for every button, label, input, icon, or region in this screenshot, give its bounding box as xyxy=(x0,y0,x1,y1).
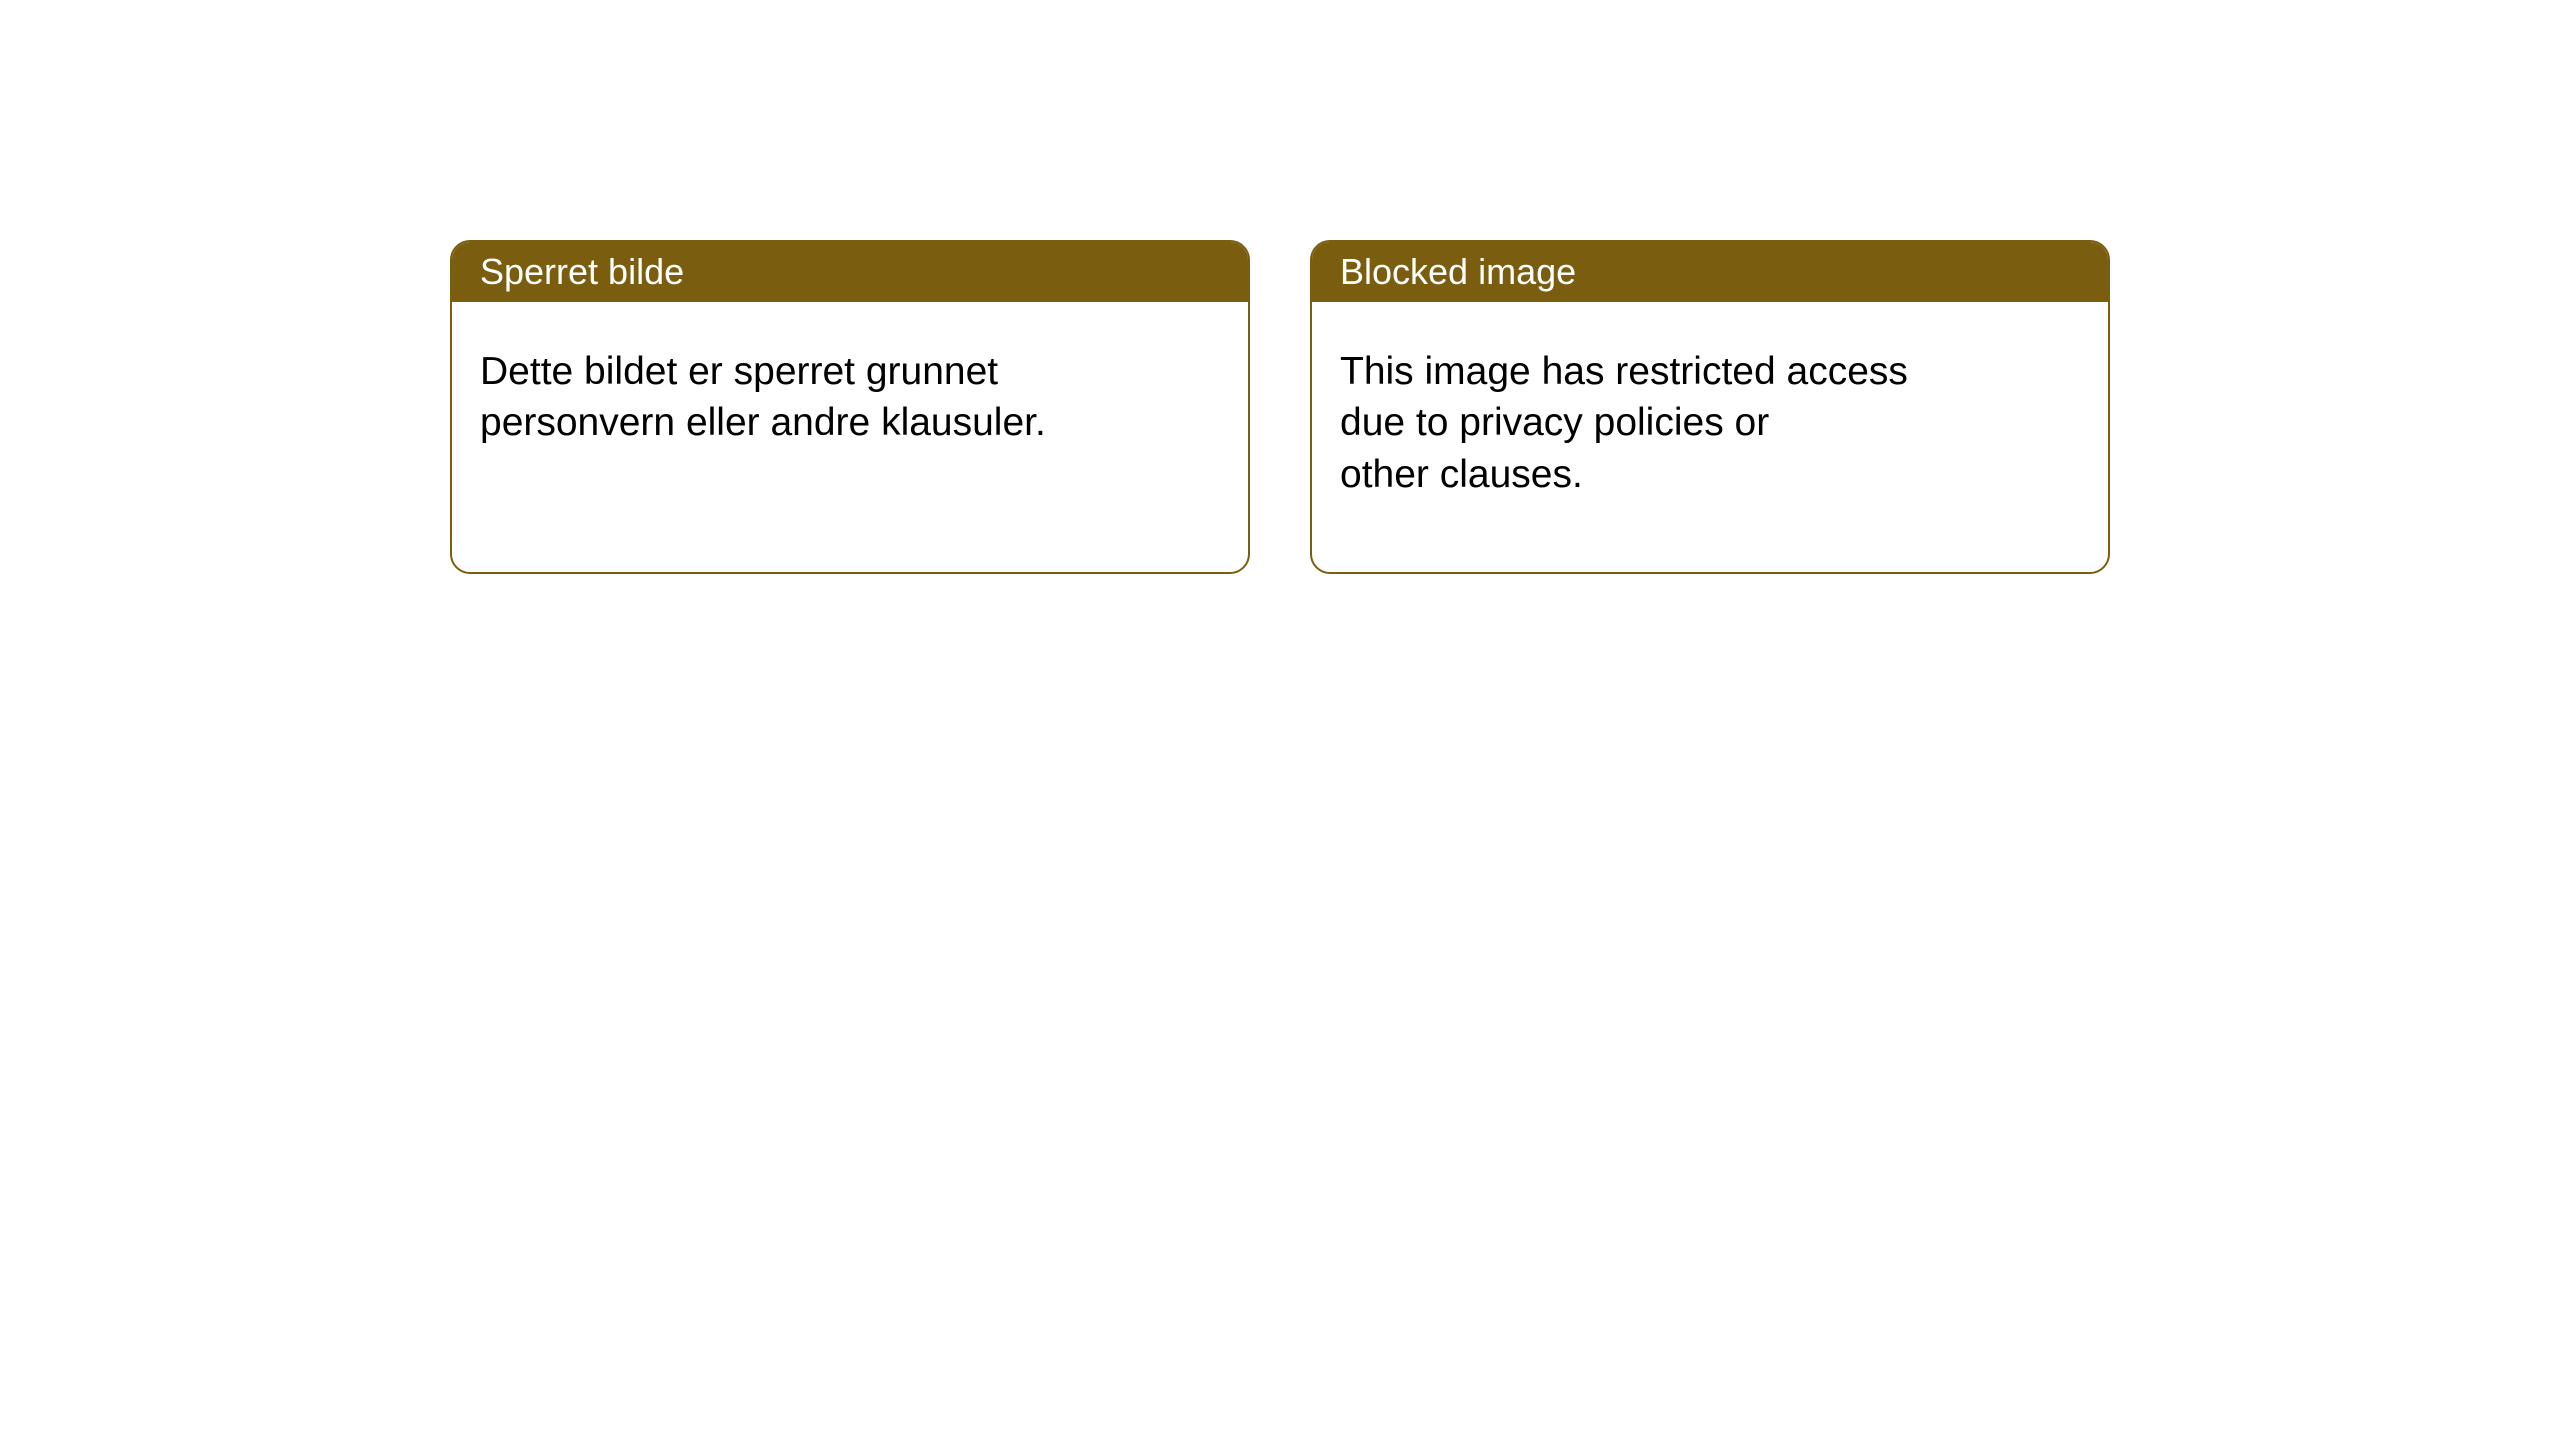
card-body: Dette bildet er sperret grunnet personve… xyxy=(452,302,1248,477)
card-message: This image has restricted access due to … xyxy=(1340,346,2080,500)
blocked-image-card-container: Sperret bilde Dette bildet er sperret gr… xyxy=(450,240,2110,574)
card-body: This image has restricted access due to … xyxy=(1312,302,2108,528)
blocked-image-card-no: Sperret bilde Dette bildet er sperret gr… xyxy=(450,240,1250,574)
card-message: Dette bildet er sperret grunnet personve… xyxy=(480,346,1220,449)
card-header: Sperret bilde xyxy=(452,242,1248,302)
card-title: Blocked image xyxy=(1340,251,1576,293)
card-header: Blocked image xyxy=(1312,242,2108,302)
blocked-image-card-en: Blocked image This image has restricted … xyxy=(1310,240,2110,574)
card-title: Sperret bilde xyxy=(480,251,684,293)
